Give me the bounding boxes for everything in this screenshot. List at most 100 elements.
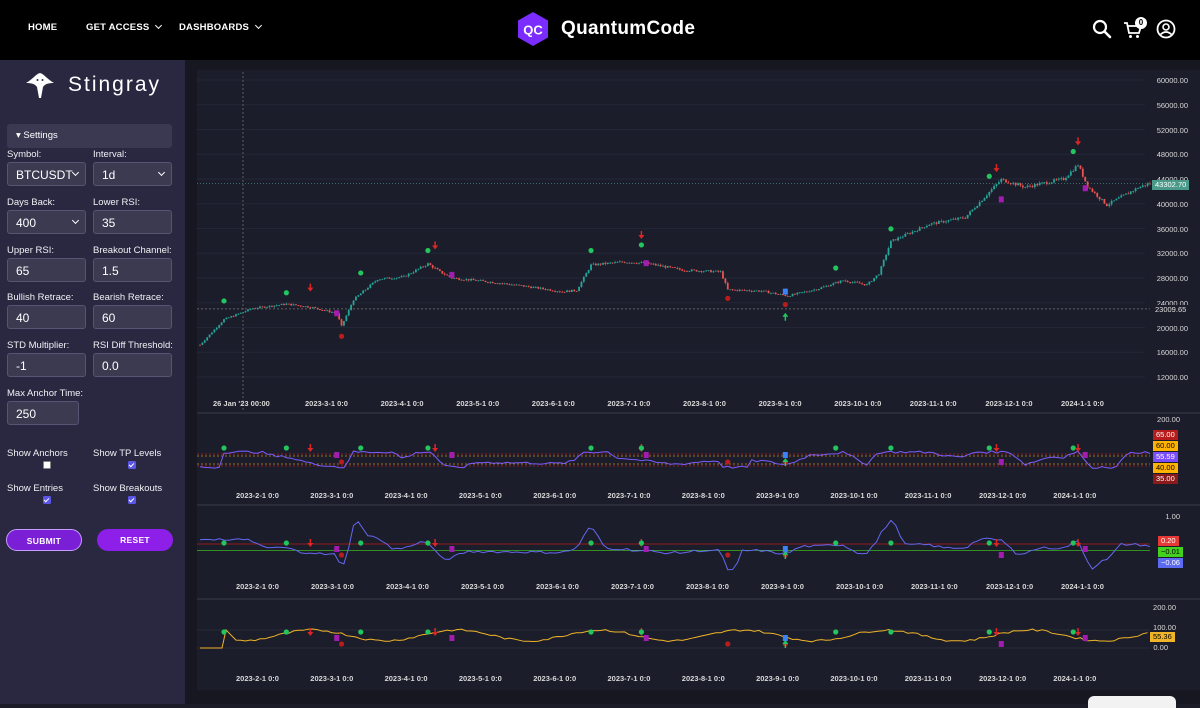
- brand-link[interactable]: QC QuantumCode: [515, 11, 695, 47]
- user-icon[interactable]: [1155, 18, 1177, 40]
- x-tick-label: 2023-6-1 0:0: [531, 399, 575, 408]
- x-tick-label: 2023-11-1 0:0: [904, 491, 952, 500]
- nav-dashboards[interactable]: DASHBOARDS: [179, 21, 263, 33]
- show-entries-label: Show Entries: [7, 483, 63, 494]
- x-tick-label: 2023-8-1 0:0: [681, 491, 725, 500]
- brand-name: QuantumCode: [561, 18, 696, 39]
- x-tick-label: 2023-8-1 0:0: [686, 582, 729, 591]
- show-tp-checkbox[interactable]: [128, 461, 136, 469]
- x-tick-label: 2023-9-1 0:0: [756, 491, 800, 500]
- rsi-tag-current: 55.59: [1153, 452, 1178, 462]
- price-pane[interactable]: [197, 70, 1200, 412]
- upper-rsi-input[interactable]: 65: [7, 258, 86, 282]
- x-tick-label: 2023-9-1 0:0: [761, 582, 804, 591]
- x-tick-label: 2023-2-1 0:0: [236, 582, 279, 591]
- x-tick-label: 2023-7-1 0:0: [607, 674, 651, 683]
- x-tick-label: 2023-11-1 0:0: [909, 399, 957, 408]
- cart-count-badge: 0: [1135, 17, 1147, 29]
- x-tick-label: 2023-5-1 0:0: [458, 674, 502, 683]
- nav-home[interactable]: HOME: [28, 22, 58, 33]
- x-tick-label: 2023-6-1 0:0: [533, 674, 577, 683]
- x-tick-label: 2023-5-1 0:0: [461, 582, 504, 591]
- y-tick-label: 60000.00: [1156, 76, 1188, 85]
- bearish-retrace-label: Bearish Retrace:: [93, 292, 164, 303]
- y-tick-label: 32000.00: [1156, 249, 1188, 259]
- rsi-tag-lower-tp: 40.00: [1153, 463, 1178, 473]
- rsi-top-tick: 200.00: [1157, 415, 1180, 424]
- x-tick-label: 2023-11-1 0:0: [904, 674, 952, 683]
- x-tick-label: 2023-10-1 0:0: [836, 582, 884, 591]
- x-tick-label: 2023-2-1 0:0: [236, 674, 279, 683]
- x-tick-label: 2023-7-1 0:0: [607, 399, 651, 408]
- symbol-label: Symbol:: [7, 149, 42, 160]
- show-anchors-label: Show Anchors: [7, 448, 68, 459]
- app-title: Stingray: [68, 73, 162, 96]
- show-breakouts-checkbox[interactable]: [128, 496, 136, 504]
- pane-divider[interactable]: [197, 412, 1200, 414]
- x-tick-label: 2023-8-1 0:0: [683, 399, 726, 408]
- x-tick-label: 2023-12-1 0:0: [979, 674, 1027, 683]
- x-tick-label: 2023-4-1 0:0: [380, 399, 424, 408]
- rsi-tag-upper-tp: 60.00: [1153, 441, 1178, 451]
- rsi-diff-label: RSI Diff Threshold:: [93, 340, 173, 351]
- x-tick-label: 2023-9-1 0:0: [758, 399, 802, 408]
- x-tick-label: 2023-4-1 0:0: [384, 674, 428, 683]
- x-tick-label: 2023-11-1 0:0: [911, 582, 958, 591]
- x-tick-label: 2024-1-1 0:0: [1061, 582, 1104, 591]
- top-navbar: [0, 0, 1200, 60]
- chevron-down-icon: [71, 168, 80, 177]
- interval-select[interactable]: 1d: [93, 162, 172, 186]
- pane-divider[interactable]: [197, 598, 1200, 600]
- settings-toggle[interactable]: ▾ Settings: [7, 124, 172, 148]
- pane-divider[interactable]: [197, 504, 1200, 506]
- y-tick-label: 28000.00: [1156, 274, 1188, 283]
- x-tick-label: 2023-6-1 0:0: [533, 491, 577, 500]
- nav-get-access-label: GET ACCESS: [86, 22, 150, 33]
- x-tick-label: 2023-4-1 0:0: [384, 491, 428, 500]
- std-multiplier-label: STD Multiplier:: [7, 340, 70, 351]
- submit-button[interactable]: SUBMIT: [6, 529, 82, 551]
- show-entries-checkbox[interactable]: [43, 496, 51, 504]
- rsi-diff-input[interactable]: 0.0: [93, 353, 172, 377]
- brand-logo-icon: QC: [518, 12, 548, 46]
- x-tick-label: 2023-2-1 0:0: [236, 491, 279, 500]
- stingray-brand: Stingray: [24, 70, 161, 100]
- days-back-select[interactable]: 400: [7, 210, 86, 234]
- x-tick-label: 2023-7-1 0:0: [611, 582, 654, 591]
- x-tick-label: 2024-1-1 0:0: [1053, 491, 1097, 500]
- search-icon[interactable]: [1091, 18, 1113, 40]
- chevron-down-icon: [71, 216, 80, 225]
- y-tick-label: 48000.00: [1156, 150, 1188, 160]
- scroll-to-top-tab[interactable]: [1088, 696, 1176, 708]
- lower-rsi-input[interactable]: 35: [93, 210, 172, 234]
- osc-tag-upper: 0.20: [1158, 536, 1179, 546]
- show-anchors-checkbox[interactable]: [43, 461, 51, 469]
- symbol-value: BTCUSDT: [16, 168, 73, 182]
- y-tick-label: 24000.00: [1156, 298, 1188, 308]
- bullish-retrace-label: Bullish Retrace:: [7, 292, 74, 303]
- x-tick-label: 2023-4-1 0:0: [386, 582, 429, 591]
- breakout-channel-input[interactable]: 1.5: [93, 258, 172, 282]
- x-tick-label: 2023-6-1 0:0: [536, 582, 579, 591]
- days-back-label: Days Back:: [7, 197, 56, 208]
- chevron-down-icon: [255, 21, 263, 30]
- lower-rsi-label: Lower RSI:: [93, 197, 140, 208]
- rsi-tag-upper: 65.00: [1153, 430, 1178, 440]
- std-multiplier-input[interactable]: -1: [7, 353, 86, 377]
- y-tick-label: 56000.00: [1156, 100, 1188, 110]
- x-tick-label: 2023-12-1 0:0: [986, 582, 1034, 591]
- breakout-channel-label: Breakout Channel:: [93, 245, 172, 256]
- max-anchor-input[interactable]: 250: [7, 401, 79, 425]
- symbol-select[interactable]: BTCUSDT: [7, 162, 86, 186]
- bullish-retrace-input[interactable]: 40: [7, 305, 86, 329]
- third-tick-0: 0.00: [1153, 643, 1168, 652]
- rsi-tag-lower: 35.00: [1153, 474, 1178, 484]
- reset-button[interactable]: RESET: [97, 529, 173, 551]
- bearish-retrace-input[interactable]: 60: [93, 305, 172, 329]
- x-tick-label: 2023-12-1 0:0: [985, 399, 1033, 408]
- y-tick-label: 52000.00: [1156, 125, 1188, 135]
- x-tick-label: 2023-9-1 0:0: [756, 674, 800, 683]
- nav-get-access[interactable]: GET ACCESS: [86, 21, 163, 33]
- osc-top-tick: 1.00: [1165, 512, 1180, 521]
- last-price-tag: 43302.70: [1152, 180, 1190, 190]
